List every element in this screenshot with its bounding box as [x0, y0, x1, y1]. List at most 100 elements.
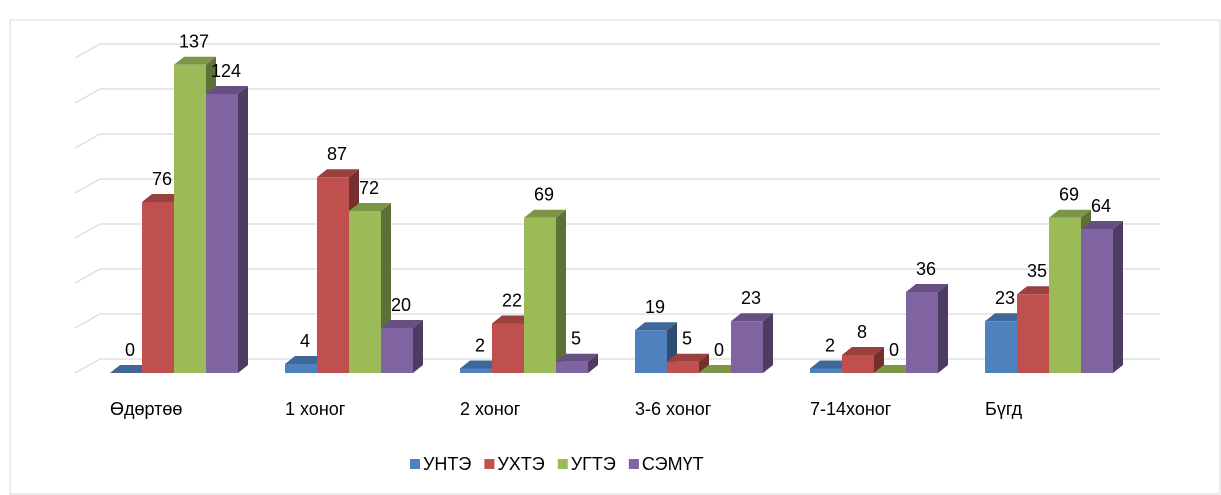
bar-side	[238, 86, 248, 373]
bar	[206, 94, 238, 373]
bar	[285, 364, 317, 373]
legend: УНТЭ УХТЭ УГТЭ СЭМҮТ	[410, 454, 704, 474]
bar-top	[492, 315, 534, 324]
data-label: 19	[645, 297, 665, 317]
x-tick-label: Бүгд	[985, 399, 1023, 419]
bar-top	[206, 86, 248, 94]
grid-line	[74, 223, 1160, 239]
grid-line	[74, 43, 1160, 59]
bar-top	[985, 313, 1027, 322]
data-label: 137	[179, 32, 209, 52]
grid-line	[74, 88, 1160, 104]
bar-side	[1113, 221, 1123, 373]
data-label: 0	[125, 340, 135, 360]
bar	[381, 328, 413, 373]
legend-label: УГТЭ	[571, 454, 616, 474]
bar-top	[842, 347, 884, 355]
bar	[556, 361, 588, 373]
bar-top	[1017, 286, 1059, 295]
bar	[142, 202, 174, 373]
legend-swatch	[484, 459, 495, 469]
bar-top	[810, 360, 852, 369]
data-label: 20	[391, 295, 411, 315]
bar	[842, 355, 874, 373]
x-tick-label: 3-6 хоног	[635, 399, 712, 419]
data-label: 35	[1027, 261, 1047, 281]
bar-top	[524, 209, 566, 218]
x-tick-label: 2 хоног	[460, 399, 521, 419]
data-label: 87	[327, 144, 347, 164]
legend-swatch	[410, 459, 420, 469]
data-label: 8	[857, 322, 867, 342]
bar-top	[1081, 221, 1123, 229]
bar	[985, 321, 1017, 373]
bar	[317, 177, 349, 373]
data-label: 64	[1091, 196, 1111, 216]
legend-label: СЭМҮТ	[642, 454, 704, 474]
bar	[524, 217, 556, 373]
data-label: 0	[714, 340, 724, 360]
legend-swatch	[628, 459, 639, 469]
bar-top	[381, 320, 423, 328]
data-label: 69	[1059, 185, 1079, 205]
grid-line	[74, 268, 1160, 284]
grid-line	[74, 178, 1160, 194]
bar-side	[413, 320, 423, 373]
grid-line	[74, 358, 1160, 374]
bar-top	[667, 353, 709, 362]
bar-top	[874, 365, 916, 373]
data-label: 0	[889, 340, 899, 360]
bar	[667, 361, 699, 373]
data-label: 2	[825, 335, 835, 355]
legend-swatch	[557, 459, 568, 469]
bar-top	[906, 284, 948, 292]
bar	[731, 321, 763, 373]
bar	[1081, 229, 1113, 373]
bar-side	[556, 209, 566, 373]
bar	[1049, 217, 1081, 373]
data-label: 69	[534, 185, 554, 205]
bar	[349, 211, 381, 373]
bar-top	[556, 353, 598, 362]
bar-top	[731, 313, 773, 322]
bar-top	[1049, 209, 1091, 218]
bar	[906, 292, 938, 373]
bar-side	[874, 347, 884, 373]
bar-side	[763, 313, 773, 373]
bar	[492, 323, 524, 373]
grid-line	[74, 133, 1160, 149]
bar-top	[635, 322, 677, 331]
data-label: 5	[571, 329, 581, 349]
bar-top	[460, 360, 502, 369]
data-label: 5	[682, 329, 692, 349]
data-label: 23	[995, 288, 1015, 308]
data-label: 76	[152, 169, 172, 189]
bar	[460, 368, 492, 373]
x-tick-label: Өдөртөө	[110, 399, 182, 419]
bar-side	[588, 353, 598, 373]
data-label: 36	[916, 259, 936, 279]
bar-top	[317, 169, 359, 178]
data-label: 4	[300, 331, 310, 351]
legend-label: УХТЭ	[497, 454, 544, 474]
bar	[810, 368, 842, 373]
legend-label: УНТЭ	[423, 454, 471, 474]
bar-top	[110, 365, 152, 373]
data-label: 124	[211, 61, 241, 81]
data-label: 2	[475, 335, 485, 355]
bar-side	[699, 353, 709, 373]
bar-top	[349, 203, 391, 211]
data-label: 23	[741, 288, 761, 308]
bar	[1017, 294, 1049, 373]
bar	[635, 330, 667, 373]
bar-top	[699, 365, 741, 373]
bar-top	[174, 56, 216, 65]
x-tick-label: 7-14хоног	[810, 399, 892, 419]
grid-line	[74, 313, 1160, 329]
x-tick-label: 1 хоног	[285, 399, 346, 419]
bar-side	[938, 284, 948, 373]
bar-top	[285, 356, 327, 364]
bar-top	[142, 194, 184, 202]
data-label: 72	[359, 178, 379, 198]
